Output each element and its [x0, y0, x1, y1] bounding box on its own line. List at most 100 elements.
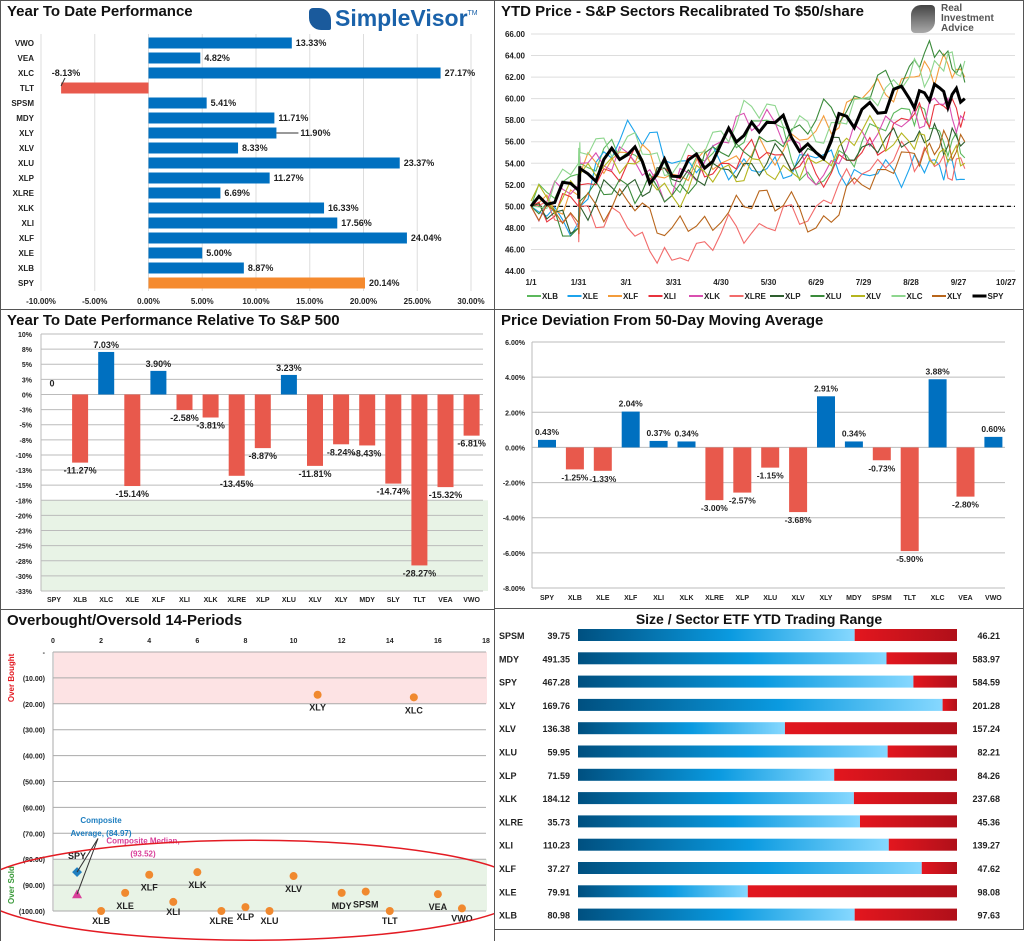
- bar-xly: [333, 394, 350, 445]
- x-tick-label: 0.00%: [137, 297, 160, 306]
- bar-xlre: [148, 187, 221, 199]
- bar-spy: [538, 439, 556, 448]
- y-tick-label: (80.00): [23, 857, 45, 864]
- range-bar-high-segment: [921, 862, 957, 874]
- category-label: XLV: [19, 144, 35, 153]
- category-label: XLK: [18, 204, 34, 213]
- bar-mdy: [359, 394, 376, 446]
- bar-xlp: [733, 447, 752, 493]
- range-bar-low-segment: [578, 862, 922, 874]
- bar-xlv: [789, 447, 808, 513]
- range-low: 110.23: [543, 841, 570, 851]
- y-tick-label: 48.00: [505, 224, 526, 233]
- bar-xlb: [148, 262, 244, 274]
- category-label: XLB: [73, 597, 87, 604]
- ticker-label: MDY: [499, 654, 519, 664]
- y-tick-label: 6.00%: [505, 340, 526, 347]
- y-tick-label: 50.00: [505, 202, 526, 211]
- range-high: 82.21: [977, 748, 1000, 758]
- deviation-panel: 6.00% 4.00% 2.00% 0.00% -2.00% -4.00% -6.00% -8…: [494, 309, 1024, 609]
- x-tick-label: 5/30: [761, 278, 777, 287]
- range-bar-low-segment: [578, 838, 889, 851]
- ria-logo: Real Investment Advice: [911, 4, 994, 34]
- range-low: 184.12: [542, 794, 570, 804]
- leader-line: [76, 838, 99, 873]
- x-tick-label: 9/27: [951, 278, 967, 287]
- category-label: VWO: [463, 597, 480, 604]
- point-xlk: [193, 868, 202, 877]
- eagle-icon: [309, 7, 331, 30]
- y-tick-label: 0.00%: [505, 445, 526, 452]
- y-tick-label: -13%: [16, 468, 33, 475]
- point-xli: [169, 897, 178, 906]
- point-label: XLP: [237, 912, 255, 922]
- y-tick-label: 3%: [22, 377, 33, 384]
- point-label: XLC: [405, 705, 424, 715]
- point-label: XLF: [141, 883, 159, 893]
- data-label: -15.32%: [429, 490, 463, 500]
- leader-line: [76, 838, 99, 895]
- legend-label: XLE: [583, 292, 599, 301]
- data-label: 0.34%: [842, 428, 867, 438]
- ticker-label: XLI: [499, 841, 513, 851]
- category-label: VEA: [438, 597, 452, 604]
- y-tick-label: 60.00: [505, 95, 526, 104]
- range-low: 79.91: [547, 887, 570, 897]
- range-bar-high-segment: [859, 815, 957, 828]
- overbought-label: Over Bought: [7, 653, 16, 702]
- bar-xly: [148, 127, 277, 139]
- range-high: 84.26: [977, 771, 1000, 781]
- y-tick-label: (70.00): [23, 831, 45, 838]
- x-tick-label: 14: [386, 638, 394, 645]
- data-label: 13.33%: [296, 38, 327, 48]
- data-label: 0: [49, 378, 54, 388]
- x-tick-label: 12: [338, 638, 346, 645]
- bar-xlu: [761, 447, 780, 468]
- y-tick-label: -8%: [20, 438, 33, 445]
- leader-line: [60, 77, 66, 87]
- trading-range-panel: SPSM 39.75 46.21 MDY 491.35 583.97 SPY 467.28 58…: [494, 608, 1024, 930]
- y-tick-label: (60.00): [23, 805, 45, 812]
- point-xly: [313, 690, 322, 699]
- range-bar-low-segment: [578, 722, 785, 735]
- series-line-xlf: [530, 52, 966, 215]
- data-label: 23.37%: [404, 158, 435, 168]
- category-label: XLP: [18, 174, 34, 183]
- category-label: XLK: [680, 595, 694, 602]
- category-label: XLE: [18, 249, 34, 258]
- category-label: MDY: [359, 597, 375, 604]
- bar-tlt: [411, 394, 428, 566]
- data-label: 11.27%: [274, 173, 304, 183]
- category-label: VEA: [18, 54, 35, 63]
- range-low: 491.35: [542, 654, 570, 664]
- x-tick-label: 6: [195, 638, 199, 645]
- point-vea: [433, 890, 442, 899]
- data-label: 24.04%: [411, 233, 442, 243]
- point-xlb: [97, 907, 106, 915]
- data-label: 16.33%: [328, 203, 359, 213]
- bar-xle: [148, 247, 203, 259]
- bar-xlc: [148, 67, 441, 79]
- range-high: 46.21: [977, 631, 1000, 641]
- bar-sly: [385, 394, 402, 484]
- range-low: 80.98: [547, 911, 570, 921]
- range-bar-low-segment: [578, 675, 914, 688]
- bar-xlk: [677, 441, 696, 448]
- range-low: 59.95: [547, 748, 570, 758]
- y-tick-label: 44.00: [505, 267, 526, 276]
- trademark: TM: [467, 10, 478, 17]
- x-tick-label: 8/28: [903, 278, 919, 287]
- ticker-label: XLY: [499, 701, 516, 711]
- data-label: 11.71%: [278, 113, 308, 123]
- ytd-performance-chart: -10.00% -5.00% 0.00% 5.00% 10.00% 15.00% 20.00…: [11, 34, 485, 306]
- bar-xlre: [228, 394, 245, 476]
- point-label: VWO: [451, 913, 473, 923]
- bar-xlu: [280, 374, 297, 395]
- legend-label: XLC: [907, 292, 923, 301]
- data-label: -8.87%: [249, 451, 278, 461]
- bar-xlp: [254, 394, 271, 449]
- range-bar-high-segment: [854, 908, 957, 921]
- data-label: 17.56%: [341, 218, 372, 228]
- range-low: 169.76: [542, 701, 570, 711]
- category-label: SPY: [47, 597, 61, 604]
